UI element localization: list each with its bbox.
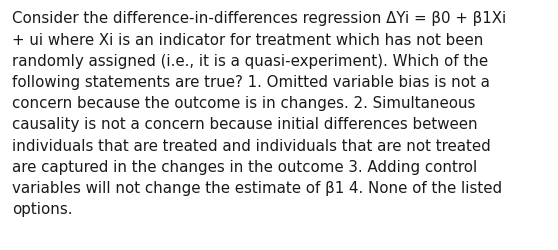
Text: Consider the difference-in-differences regression ΔYi = β0 + β1Xi
+ ui where Xi : Consider the difference-in-differences r… <box>12 11 507 216</box>
